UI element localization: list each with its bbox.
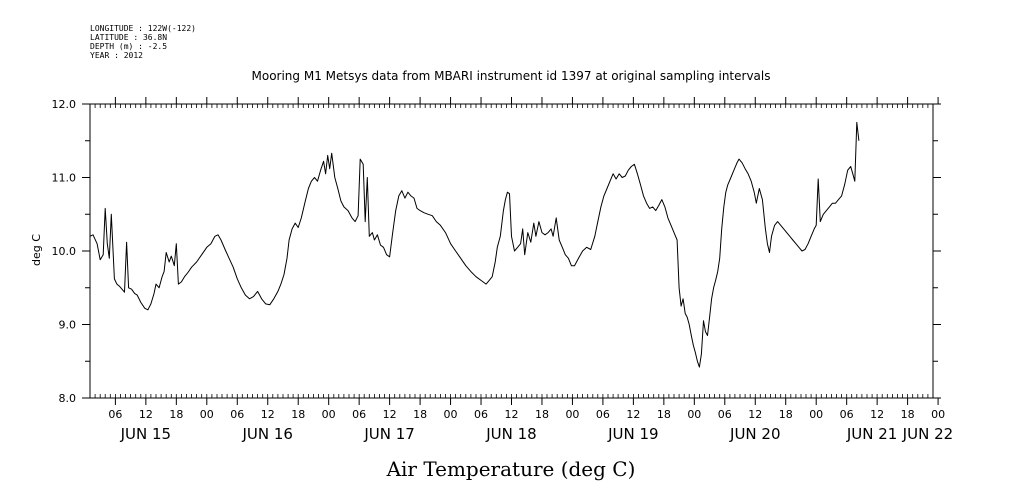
- x-hour-tick-label: 12: [748, 408, 762, 421]
- plot-frame: [89, 103, 934, 399]
- y-axis-label: deg C: [30, 234, 43, 266]
- x-hour-tick-label: 18: [779, 408, 793, 421]
- depth-label: DEPTH (m) : -2.5: [90, 42, 168, 51]
- x-hour-tick-label: 06: [108, 408, 122, 421]
- x-hour-tick-label: 12: [870, 408, 884, 421]
- x-hour-tick-label: 06: [352, 408, 366, 421]
- x-hour-tick-label: 00: [322, 408, 336, 421]
- x-hour-tick-label: 18: [901, 408, 915, 421]
- x-hour-tick-label: 18: [169, 408, 183, 421]
- x-axis-label: Air Temperature (deg C): [386, 457, 636, 481]
- x-hour-tick-label: 00: [200, 408, 214, 421]
- y-tick-label: 9.0: [59, 319, 77, 332]
- x-day-label: JUN 15: [120, 425, 171, 443]
- air-temperature-series-line: [89, 121, 860, 368]
- x-hour-tick-label: 18: [657, 408, 671, 421]
- x-hour-tick-label: 18: [291, 408, 305, 421]
- x-day-label: JUN 20: [729, 425, 780, 443]
- x-hour-tick-label: 12: [383, 408, 397, 421]
- latitude-label: LATITUDE : 36.8N: [90, 33, 168, 42]
- x-hour-tick-label: 00: [444, 408, 458, 421]
- x-day-label: JUN 18: [485, 425, 536, 443]
- series-layer: [89, 121, 860, 368]
- x-day-label: JUN 16: [241, 425, 292, 443]
- x-hour-tick-label: 12: [626, 408, 640, 421]
- x-hour-tick-label: 06: [596, 408, 610, 421]
- x-hour-tick-label: 12: [139, 408, 153, 421]
- x-day-label: JUN 19: [607, 425, 658, 443]
- x-hour-tick-label: 06: [474, 408, 488, 421]
- x-minor-ticks: [89, 104, 934, 398]
- y-tick-label: 8.0: [59, 392, 77, 405]
- x-hour-tick-label: 06: [840, 408, 854, 421]
- x-day-label: JUN 22: [902, 425, 953, 443]
- x-hour-tick-label: 12: [261, 408, 275, 421]
- longitude-label: LONGITUDE : 122W(-122): [90, 24, 196, 33]
- y-tick-label: 11.0: [52, 172, 77, 185]
- y-tick-label: 10.0: [52, 245, 77, 258]
- x-hour-tick-label: 00: [931, 408, 945, 421]
- x-hour-tick-label: 00: [687, 408, 701, 421]
- x-day-label: JUN 21: [846, 425, 897, 443]
- x-hour-tick-label: 00: [565, 408, 579, 421]
- x-hour-tick-label: 00: [809, 408, 823, 421]
- x-hour-tick-label: 18: [413, 408, 427, 421]
- x-hour-tick-label: 18: [535, 408, 549, 421]
- y-tick-label: 12.0: [52, 98, 77, 111]
- x-day-label: JUN 17: [363, 425, 414, 443]
- x-hour-tick-label: 06: [230, 408, 244, 421]
- axes-layer: 06 12 18 00 06 12 18 00 06 12 18 00 06 12 18 00 06 12 18 00…: [52, 97, 953, 443]
- x-hour-tick-label: 06: [718, 408, 732, 421]
- chart-title: Mooring M1 Metsys data from MBARI instru…: [252, 69, 771, 83]
- x-hour-tick-label: 12: [505, 408, 519, 421]
- year-label: YEAR : 2012: [90, 51, 143, 60]
